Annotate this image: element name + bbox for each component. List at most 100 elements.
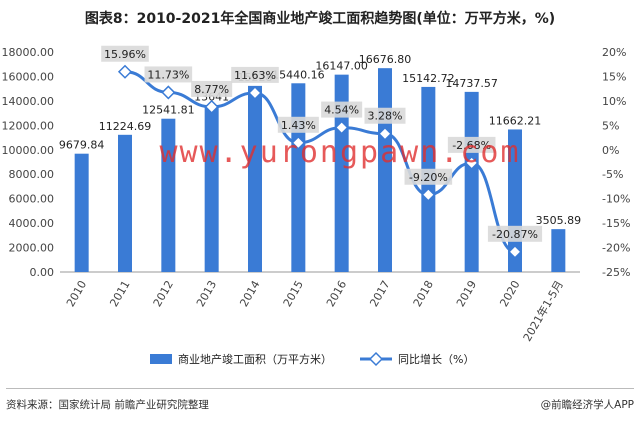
right-tick-label: 20% — [602, 46, 626, 59]
left-tick-label: 6000.00 — [9, 193, 55, 206]
left-tick-label: 18000.00 — [2, 46, 55, 59]
growth-point — [421, 187, 436, 202]
bar-value-label: 14737.57 — [445, 77, 498, 90]
growth-label-box — [144, 66, 193, 83]
left-tick-label: 0.00 — [30, 266, 55, 279]
left-tick-label: 16000.00 — [2, 70, 55, 83]
x-tick-label: 2011 — [107, 278, 132, 309]
right-tick-label: -15% — [602, 217, 630, 230]
growth-label-box — [447, 136, 496, 153]
right-tick-label: 5% — [602, 119, 619, 132]
growth-label-box — [321, 101, 363, 118]
growth-label-box — [101, 45, 149, 62]
x-axis: 2010 2011 2012 2013 2014 2015 2016 2017 2018 2019… — [60, 271, 580, 344]
growth-label: 3.28% — [368, 110, 403, 123]
left-tick-label: 14000.00 — [2, 95, 55, 108]
legend-bar-swatch — [150, 354, 172, 364]
x-tick-label: 2015 — [281, 278, 306, 309]
growth-point — [247, 85, 263, 100]
growth-label-box — [277, 116, 319, 133]
growth-point — [464, 155, 479, 170]
right-tick-label: -10% — [602, 193, 630, 206]
left-tick-label: 8000.00 — [9, 168, 55, 181]
growth-label: 11.73% — [147, 68, 189, 81]
bar-value-label: 16147.00 — [315, 60, 368, 73]
bar — [378, 68, 392, 272]
growth-line — [124, 70, 516, 254]
x-tick-label: 2013 — [194, 278, 219, 309]
bar — [118, 134, 132, 272]
footer-divider — [6, 388, 634, 389]
right-tick-label: 0% — [602, 144, 619, 157]
bar-value-label: 11224.69 — [99, 120, 152, 133]
growth-label-box — [364, 107, 406, 124]
legend-bar-label: 商业地产竣工面积（万平方米） — [178, 352, 332, 366]
x-tick-label: 2016 — [324, 278, 349, 309]
right-tick-label: 15% — [602, 70, 626, 83]
growth-label: 8.77% — [194, 83, 229, 96]
bar-value-label: 16676.80 — [359, 53, 412, 66]
growth-label: 11.63% — [234, 69, 276, 82]
bar-value-label: 9679.84 — [59, 139, 105, 152]
x-tick-label: 2021年1-5月 — [520, 278, 566, 344]
growth-label: -2.68% — [452, 139, 491, 152]
chart-title: 图表8：2010-2021年全国商业地产竣工面积趋势图(单位：万平方米，%) — [84, 11, 556, 27]
bar-value-label: 11662.21 — [489, 114, 542, 127]
growth-label-box — [487, 225, 543, 242]
left-tick-label: 12000.00 — [2, 119, 55, 132]
bar-value-label: 15440.16 — [272, 68, 325, 81]
growth-point — [204, 99, 219, 114]
x-tick-label: 2020 — [497, 278, 522, 309]
right-y-axis: -25% -20% -15% -10% -5% 0% 5% 10% 15% 20% — [602, 46, 630, 279]
x-tick-label: 2018 — [411, 278, 436, 309]
legend-line-label: 同比增长（%） — [398, 352, 474, 366]
bar — [334, 74, 349, 272]
growth-label-box — [191, 80, 233, 97]
bar — [204, 105, 219, 272]
bar — [161, 118, 176, 272]
growth-label: -9.20% — [409, 171, 448, 184]
source-note: 资料来源：国家统计局 前瞻产业研究院整理 — [6, 399, 209, 411]
bar — [74, 153, 89, 272]
growth-label: 4.54% — [324, 104, 359, 117]
growth-point — [507, 244, 523, 259]
growth-point — [334, 120, 349, 135]
legend-line-marker — [368, 351, 384, 367]
left-tick-label: 2000.00 — [9, 242, 55, 255]
x-tick-label: 2010 — [64, 278, 89, 309]
legend: 商业地产竣工面积（万平方米） 同比增长（%） — [150, 351, 474, 367]
line-series: 15.96%11.73% 8.77% 11.63% 1.43% 4.54% 3.28% -9… — [101, 45, 543, 259]
growth-label-box — [404, 168, 453, 185]
growth-label: -20.87% — [492, 228, 538, 241]
right-tick-label: -5% — [602, 168, 623, 181]
left-tick-label: 10000.00 — [2, 144, 55, 157]
bar-value-label: 12541.81 — [142, 104, 195, 117]
x-tick-label: 2019 — [454, 278, 479, 309]
growth-point — [117, 64, 133, 79]
growth-label: 1.43% — [281, 119, 316, 132]
bar — [464, 91, 479, 272]
growth-point — [377, 126, 393, 141]
bar — [248, 85, 262, 272]
left-tick-label: 4000.00 — [9, 217, 55, 230]
x-tick-label: 2012 — [151, 278, 176, 309]
right-tick-label: 10% — [602, 95, 626, 108]
x-tick-label: 2014 — [237, 278, 262, 309]
bar-series — [74, 68, 566, 273]
brand-note: @前瞻经济学人APP — [540, 399, 634, 411]
bar — [291, 83, 306, 273]
watermark-text: www.yurongpawn.com — [159, 135, 520, 170]
bar — [551, 229, 566, 272]
right-tick-label: -20% — [602, 242, 630, 255]
growth-point — [161, 85, 176, 100]
growth-label-box — [231, 66, 279, 83]
bar-value-label: 3505.89 — [536, 214, 582, 227]
watermark: www.yurongpawn.com — [159, 135, 520, 170]
bar-value-label: 15142.72 — [402, 72, 455, 85]
left-y-axis: 0.00 2000.00 4000.00 6000.00 8000.00 10000.00… — [2, 46, 55, 279]
x-tick-label: 2017 — [367, 278, 392, 309]
right-tick-label: -25% — [602, 266, 630, 279]
growth-point — [291, 135, 306, 150]
growth-label: 15.96% — [104, 48, 146, 61]
